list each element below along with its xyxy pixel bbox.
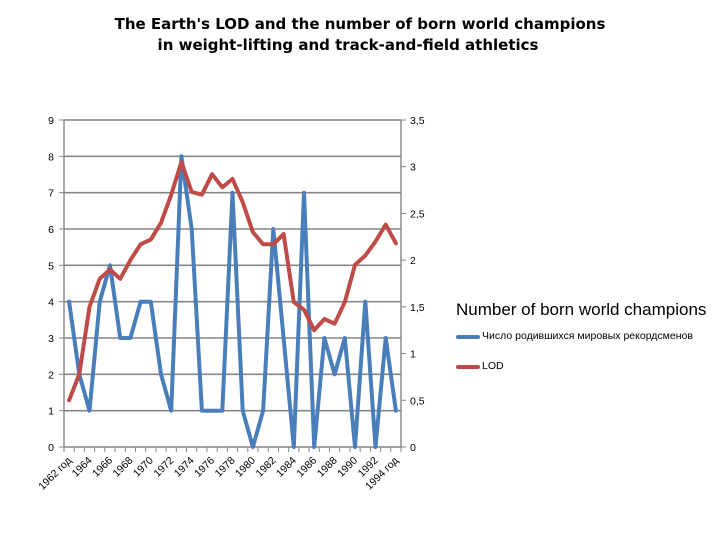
right-tick-label: 1 (410, 349, 416, 361)
series-line-lod (67, 160, 398, 403)
right-tick-label: 0,5 (410, 395, 425, 407)
legend-swatch-champions (456, 335, 480, 339)
x-tick-label: 1986 (294, 455, 319, 480)
legend-title: Number of born world champions (456, 300, 707, 319)
x-tick-label: 1990 (335, 455, 360, 480)
x-tick-label: 1970 (131, 455, 156, 480)
x-tick-label: 1964 (70, 455, 95, 480)
x-tick-label: 1974 (172, 455, 197, 480)
left-tick-label: 4 (48, 297, 54, 309)
x-tick-label: 1978 (213, 455, 238, 480)
x-tick-label: 1972 (151, 455, 176, 480)
left-tick-label: 9 (48, 115, 54, 127)
right-tick-label: 1,5 (410, 302, 425, 314)
legend-label-champions: Число родившихся мировых рекордсменов (482, 330, 693, 342)
x-tick-label: 1968 (110, 455, 135, 480)
gridlines (64, 119, 401, 412)
x-tick-label: 1982 (253, 455, 278, 480)
left-tick-label: 7 (48, 188, 54, 200)
left-tick-label: 8 (48, 151, 54, 163)
left-tick-label: 0 (48, 442, 54, 454)
right-tick-label: 0 (410, 442, 416, 454)
x-tick-label: 1962 год (36, 455, 74, 493)
right-tick-label: 2 (410, 255, 416, 267)
x-tick-label: 1966 (90, 455, 115, 480)
legend: Number of born world champions Число род… (456, 300, 706, 388)
left-tick-label: 6 (48, 224, 54, 236)
series-lines (67, 154, 398, 449)
left-tick-label: 5 (48, 260, 54, 272)
x-tick-label: 1984 (274, 455, 299, 480)
right-tick-label: 2,5 (410, 208, 425, 220)
legend-item-lod: LOD (456, 358, 706, 374)
chart-title-line-2: in weight-lifting and track-and-field at… (157, 36, 539, 54)
x-tick-label: 1976 (192, 455, 217, 480)
chart-title-line-1: The Earth's LOD and the number of born w… (114, 15, 606, 33)
legend-swatch-lod (456, 365, 480, 369)
left-tick-label: 3 (48, 333, 54, 345)
x-tick-label: 1988 (315, 455, 340, 480)
x-tick-label: 1980 (233, 455, 258, 480)
series-line-champions (67, 154, 398, 449)
chart-title: The Earth's LOD and the number of born w… (0, 14, 720, 56)
left-tick-label: 2 (48, 369, 54, 381)
axes (59, 119, 406, 452)
right-tick-label: 3 (410, 162, 416, 174)
right-tick-label: 3,5 (410, 115, 425, 127)
legend-label-lod: LOD (482, 360, 504, 372)
legend-item-champions: Число родившихся мировых рекордсменов (456, 328, 706, 344)
left-tick-label: 1 (48, 406, 54, 418)
